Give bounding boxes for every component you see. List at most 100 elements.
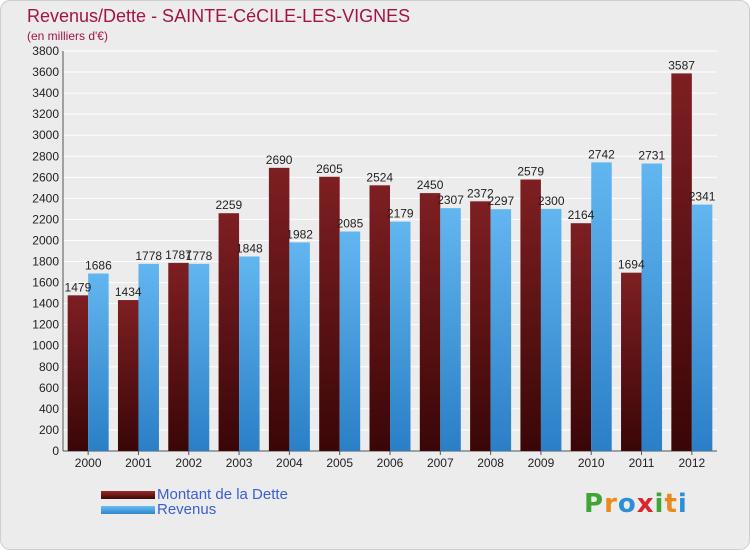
data-label-revenus: 1778 (135, 249, 162, 263)
y-tick-label: 3200 (32, 107, 59, 121)
bar-revenus (339, 231, 361, 451)
data-label-dette: 2164 (568, 208, 595, 222)
data-label-revenus: 2179 (387, 207, 414, 221)
y-tick-label: 0 (52, 444, 59, 458)
bar-dette (671, 73, 692, 451)
x-tick-label: 2007 (427, 456, 454, 470)
data-label-revenus: 2300 (538, 194, 565, 208)
bar-revenus (540, 208, 562, 451)
logo-letter: r (604, 489, 618, 519)
bar-dette (369, 185, 390, 451)
bar-revenus (88, 273, 109, 451)
chart-subtitle: (en milliers d'€) (27, 29, 108, 43)
logo-letter: o (617, 489, 637, 519)
x-tick-label: 2008 (477, 456, 504, 470)
y-tick-label: 800 (39, 360, 59, 374)
x-tick-label: 2005 (326, 456, 353, 470)
legend-label-dette: Montant de la Dette (157, 485, 288, 503)
y-tick-label: 2600 (32, 170, 59, 184)
data-label-dette: 1434 (115, 285, 142, 299)
legend-swatch-dette (101, 490, 155, 499)
data-label-revenus: 1848 (236, 241, 263, 255)
data-label-revenus: 2341 (689, 190, 716, 204)
bar-revenus (490, 209, 512, 451)
y-tick-label: 1400 (32, 297, 59, 311)
data-label-revenus: 1686 (85, 259, 112, 273)
bar-revenus (390, 221, 411, 451)
bar-dette (67, 295, 89, 451)
data-label-dette: 2450 (417, 178, 444, 192)
x-tick-label: 2001 (125, 456, 152, 470)
x-tick-label: 2012 (678, 456, 705, 470)
bar-revenus (239, 256, 260, 451)
data-label-dette: 2605 (316, 162, 343, 176)
y-tick-label: 3600 (32, 65, 59, 79)
y-tick-label: 1800 (32, 255, 59, 269)
data-label-dette: 2579 (517, 165, 544, 179)
bar-revenus (591, 162, 612, 452)
bar-revenus (691, 204, 713, 451)
legend-swatch-revenus (101, 505, 155, 514)
data-label-dette: 2372 (467, 186, 494, 200)
bar-dette (621, 272, 642, 451)
bar-revenus (289, 242, 310, 451)
x-tick-label: 2009 (528, 456, 555, 470)
bar-dette (117, 300, 139, 451)
x-tick-label: 2006 (377, 456, 404, 470)
y-tick-label: 400 (39, 402, 59, 416)
legend-label-revenus: Revenus (157, 500, 217, 518)
logo-letter: i (677, 489, 688, 519)
x-tick-label: 2003 (226, 456, 253, 470)
y-tick-label: 1000 (32, 339, 59, 353)
x-tick-label: 2002 (175, 456, 202, 470)
data-label-revenus: 2085 (337, 217, 364, 231)
y-tick-label: 3000 (32, 128, 59, 142)
legend-item-revenus: Revenus (101, 502, 288, 517)
proxiti-logo: Proxiti (584, 489, 688, 519)
logo-letter: i (654, 489, 665, 519)
x-tick-label: 2011 (629, 456, 655, 470)
bar-dette (520, 179, 541, 452)
bar-revenus (641, 163, 663, 452)
bar-dette (470, 201, 491, 451)
bar-dette (570, 223, 592, 451)
y-tick-label: 1600 (32, 276, 59, 290)
bar-dette (168, 262, 189, 451)
bar-dette (268, 167, 290, 451)
y-tick-label: 2000 (32, 233, 59, 247)
y-tick-label: 3400 (32, 86, 59, 100)
data-label-revenus: 1778 (186, 249, 213, 263)
data-label-revenus: 2297 (488, 194, 515, 208)
y-tick-label: 200 (39, 423, 59, 437)
bar-revenus (188, 263, 210, 451)
bar-dette (419, 193, 441, 451)
data-label-revenus: 2731 (638, 149, 665, 163)
legend-item-dette: Montant de la Dette (101, 487, 288, 502)
x-tick-label: 2004 (276, 456, 303, 470)
bar-revenus (440, 208, 461, 451)
x-tick-label: 2010 (578, 456, 605, 470)
y-tick-label: 2400 (32, 191, 59, 205)
bar-dette (218, 213, 240, 451)
data-label-revenus: 2742 (588, 147, 615, 161)
data-label-dette: 1787 (165, 248, 192, 262)
bar-dette (319, 176, 340, 451)
y-tick-label: 2800 (32, 149, 59, 163)
data-label-dette: 3587 (668, 58, 695, 72)
data-label-dette: 2259 (215, 198, 242, 212)
y-tick-label: 2200 (32, 212, 59, 226)
y-tick-label: 3800 (32, 44, 59, 58)
data-label-revenus: 2307 (437, 193, 464, 207)
y-tick-label: 1200 (32, 318, 59, 332)
logo-letter: t (664, 489, 678, 519)
data-label-dette: 1479 (65, 280, 92, 294)
x-tick-label: 2000 (75, 456, 102, 470)
data-label-dette: 2690 (266, 153, 293, 167)
logo-letter: x (636, 489, 655, 519)
logo-letter: P (584, 489, 605, 519)
chart-title: Revenus/Dette - SAINTE-CéCILE-LES-VIGNES (27, 6, 411, 26)
bar-revenus (138, 263, 159, 451)
data-label-dette: 2524 (366, 170, 393, 184)
